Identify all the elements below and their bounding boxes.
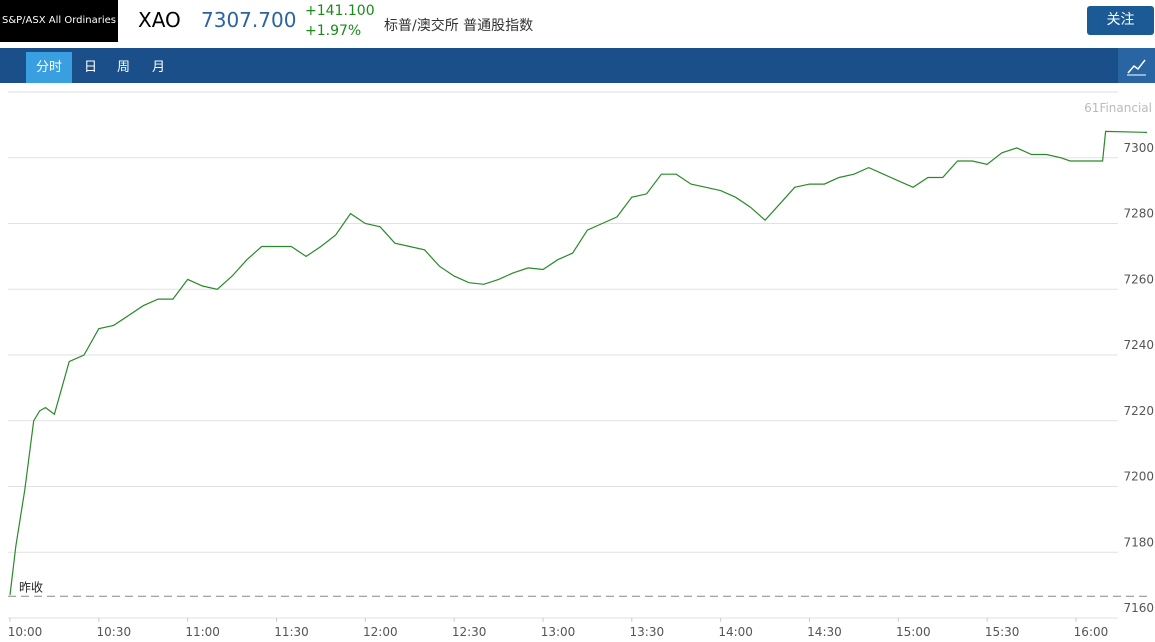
tab[interactable]: 周 [117,60,131,75]
watermark: 61Financial [1084,101,1152,115]
x-tick-label: 15:00 [896,625,931,639]
x-tick-label: 14:00 [718,625,753,639]
x-tick-label: 10:00 [8,625,43,639]
change-pct: +1.97% [305,23,362,39]
y-tick-label: 7160 [1123,601,1154,615]
tab[interactable]: 日 [84,60,98,75]
price: 7307.700 [201,8,297,32]
tab[interactable]: 分时 [26,52,72,83]
symbol: XAO [138,8,181,32]
x-tick-label: 13:00 [541,625,576,639]
y-tick-label: 7260 [1123,272,1154,286]
change: +141.100 [305,3,375,19]
logo: S&P/ASX All Ordinaries [0,0,118,42]
chart-icon [1127,59,1146,76]
y-tick-label: 7240 [1123,338,1154,352]
x-tick-label: 13:30 [630,625,665,639]
y-tick-label: 7200 [1123,470,1154,484]
x-tick-label: 15:30 [985,625,1020,639]
y-tick-label: 7180 [1123,535,1154,549]
index-name: 标普/澳交所 普通股指数 [384,18,534,34]
nav-bar [0,48,1155,83]
y-tick-label: 7280 [1123,207,1154,221]
tab[interactable]: 月 [152,60,166,75]
price-line [9,130,1148,596]
x-tick-label: 16:00 [1074,625,1109,639]
x-tick-label: 12:00 [363,625,398,639]
chart: 61Financial 7160 7180 7200 7220 7240 7260 7280… [8,91,1154,639]
x-tick-label: 11:30 [274,625,309,639]
x-tick-label: 10:30 [97,625,132,639]
x-tick-label: 14:30 [807,625,842,639]
x-tick-label: 11:00 [185,625,220,639]
y-tick-label: 7220 [1123,404,1154,418]
y-tick-label: 7300 [1123,141,1154,155]
chart-type-button[interactable] [1118,48,1155,83]
x-tick-label: 12:30 [452,625,487,639]
prev-close-label: 昨收 [19,580,43,594]
follow-button[interactable]: 关注 [1087,6,1154,35]
